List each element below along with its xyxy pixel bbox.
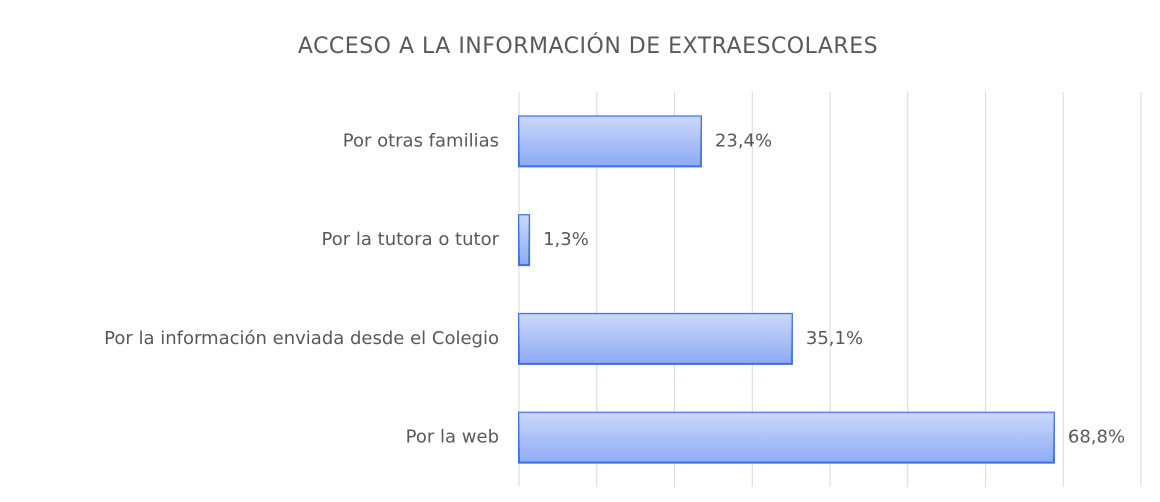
bar bbox=[518, 411, 1055, 464]
y-tick-label: Por la web bbox=[406, 427, 499, 448]
data-label: 68,8% bbox=[1068, 427, 1125, 448]
chart-title: ACCESO A LA INFORMACIÓN DE EXTRAESCOLARE… bbox=[298, 33, 878, 59]
data-label: 35,1% bbox=[806, 328, 863, 349]
bar bbox=[518, 312, 793, 365]
bar bbox=[518, 214, 531, 267]
y-tick-label: Por la información enviada desde el Cole… bbox=[104, 328, 499, 349]
y-tick-label: Por la tutora o tutor bbox=[322, 229, 500, 250]
data-label: 1,3% bbox=[543, 229, 589, 250]
y-tick-label: Por otras familias bbox=[343, 130, 499, 151]
data-label: 23,4% bbox=[715, 130, 772, 151]
bar bbox=[518, 115, 702, 168]
